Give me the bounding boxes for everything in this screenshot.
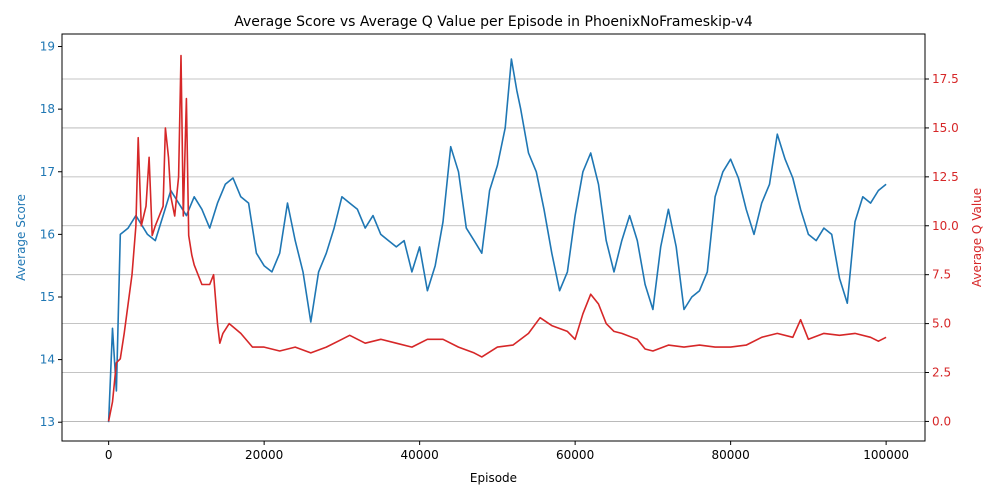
x-tick-label: 60000 <box>556 448 594 462</box>
left-tick-label: 15 <box>40 290 55 304</box>
series-line <box>107 58 887 423</box>
right-tick-label: 2.5 <box>932 366 951 380</box>
right-tick-label: 12.5 <box>932 170 959 184</box>
left-tick-label: 19 <box>40 40 55 54</box>
right-tick-label: 7.5 <box>932 268 951 282</box>
right-tick-label: 15.0 <box>932 121 959 135</box>
x-tick-label: 0 <box>105 448 113 462</box>
x-axis-ticks: 0 20000 40000 60000 80000 100000 <box>105 441 909 462</box>
left-tick-label: 13 <box>40 415 55 429</box>
right-tick-label: 17.5 <box>932 72 959 86</box>
left-axis-label: Average Score <box>14 194 28 281</box>
left-tick-label: 14 <box>40 353 55 367</box>
left-tick-label: 18 <box>40 102 55 116</box>
left-tick-label: 16 <box>40 227 55 241</box>
plot-frame <box>61 33 926 442</box>
left-tick-label: 17 <box>40 165 55 179</box>
x-tick-label: 80000 <box>712 448 750 462</box>
series-line <box>107 54 887 422</box>
right-tick-label: 10.0 <box>932 219 959 233</box>
score-series-layer <box>107 58 887 423</box>
chart-title: Average Score vs Average Q Value per Epi… <box>234 14 753 30</box>
x-axis-label: Episode <box>470 471 517 485</box>
right-axis-ticks: 0.0 2.5 5.0 7.5 10.0 12.5 15.0 17.5 <box>925 72 959 428</box>
left-axis-ticks: 13 14 15 16 17 18 19 <box>40 40 62 429</box>
right-tick-label: 0.0 <box>932 414 951 428</box>
right-tick-label: 5.0 <box>932 317 951 331</box>
q-series-layer <box>107 54 887 422</box>
x-tick-label: 40000 <box>401 448 439 462</box>
x-tick-label: 100000 <box>863 448 909 462</box>
x-tick-label: 20000 <box>245 448 283 462</box>
right-axis-label: Average Q Value <box>970 188 984 287</box>
